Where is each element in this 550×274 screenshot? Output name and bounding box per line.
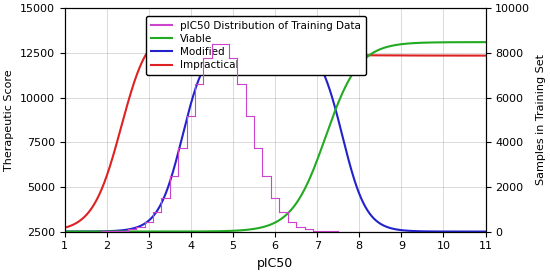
X-axis label: pIC50: pIC50 <box>257 257 293 270</box>
Legend: pIC50 Distribution of Training Data, Viable, Modified, Impractical: pIC50 Distribution of Training Data, Via… <box>146 16 366 75</box>
Y-axis label: Therapeutic Score: Therapeutic Score <box>4 69 14 171</box>
Y-axis label: Samples in Training Set: Samples in Training Set <box>536 54 546 185</box>
